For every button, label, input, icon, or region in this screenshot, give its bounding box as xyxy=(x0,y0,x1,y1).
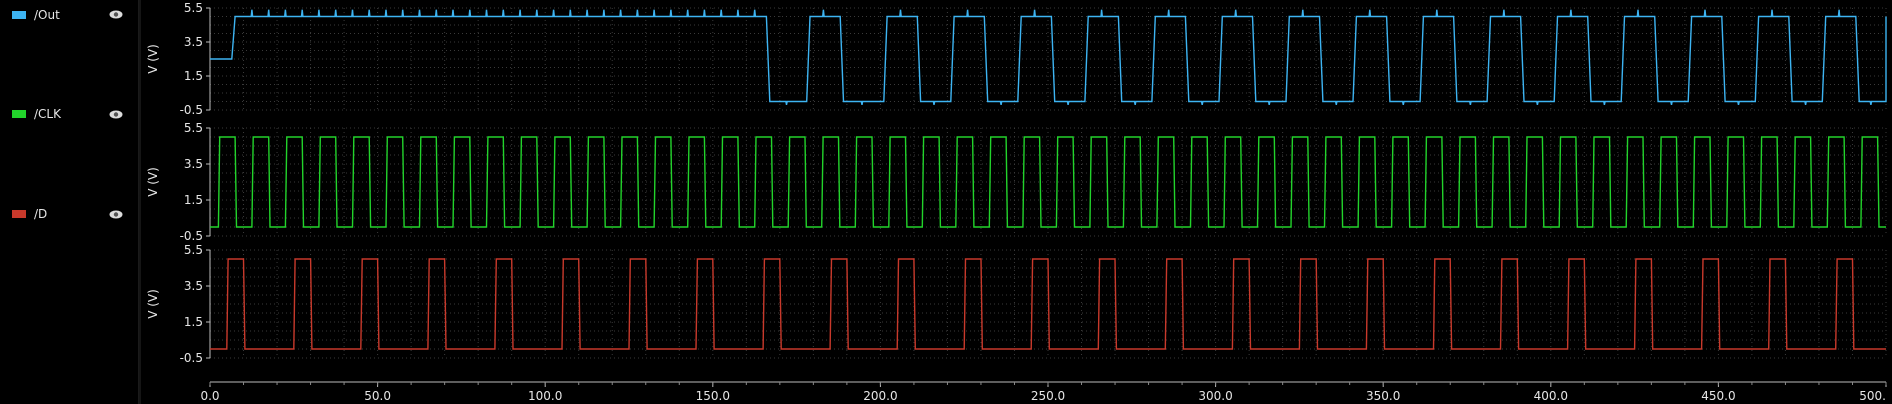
x-tick-label: 250.0 xyxy=(1031,389,1065,403)
x-tick-label: 300.0 xyxy=(1198,389,1232,403)
y-tick-label: 1.5 xyxy=(184,193,203,207)
y-tick-label: 5.5 xyxy=(184,1,203,15)
y-tick-label: 1.5 xyxy=(184,69,203,83)
x-tick-label: 150.0 xyxy=(696,389,730,403)
legend-item-out[interactable]: /Out xyxy=(12,7,60,23)
eye-icon[interactable] xyxy=(109,210,123,219)
y-tick-label: 3.5 xyxy=(184,157,203,171)
legend-label-clk: /CLK xyxy=(34,107,61,121)
y-tick-label: 5.5 xyxy=(184,243,203,257)
x-tick-label: 0.0 xyxy=(200,389,219,403)
x-tick-label: 50.0 xyxy=(364,389,391,403)
out-color-swatch xyxy=(12,11,26,19)
y-tick-label: -0.5 xyxy=(180,351,203,365)
legend-item-clk[interactable]: /CLK xyxy=(12,106,61,122)
eye-icon[interactable] xyxy=(109,110,123,119)
d-color-swatch xyxy=(12,210,26,218)
legend-item-d[interactable]: /D xyxy=(12,206,47,222)
x-tick-label: 100.0 xyxy=(528,389,562,403)
x-tick-label: 450.0 xyxy=(1701,389,1735,403)
x-tick-label: 350.0 xyxy=(1366,389,1400,403)
y-axis-label: V (V) xyxy=(146,44,160,74)
x-tick-label: 500. xyxy=(1859,389,1886,403)
y-tick-label: -0.5 xyxy=(180,103,203,117)
y-axis-label: V (V) xyxy=(146,167,160,197)
series-line-clk xyxy=(210,136,1886,228)
series-line-d xyxy=(210,258,1886,350)
y-tick-label: 5.5 xyxy=(184,121,203,135)
signal-legend: /Out /CLK /D xyxy=(0,0,139,404)
y-tick-label: 1.5 xyxy=(184,315,203,329)
clk-color-swatch xyxy=(12,110,26,118)
x-tick-label: 200.0 xyxy=(863,389,897,403)
y-tick-label: -0.5 xyxy=(180,229,203,243)
y-tick-label: 3.5 xyxy=(184,279,203,293)
eye-icon[interactable] xyxy=(109,10,123,19)
legend-label-d: /D xyxy=(34,207,48,221)
legend-label-out: /Out xyxy=(34,8,60,22)
x-tick-label: 400.0 xyxy=(1534,389,1568,403)
series-line-out xyxy=(210,9,1887,106)
y-tick-label: 3.5 xyxy=(184,35,203,49)
y-axis-label: V (V) xyxy=(146,289,160,319)
